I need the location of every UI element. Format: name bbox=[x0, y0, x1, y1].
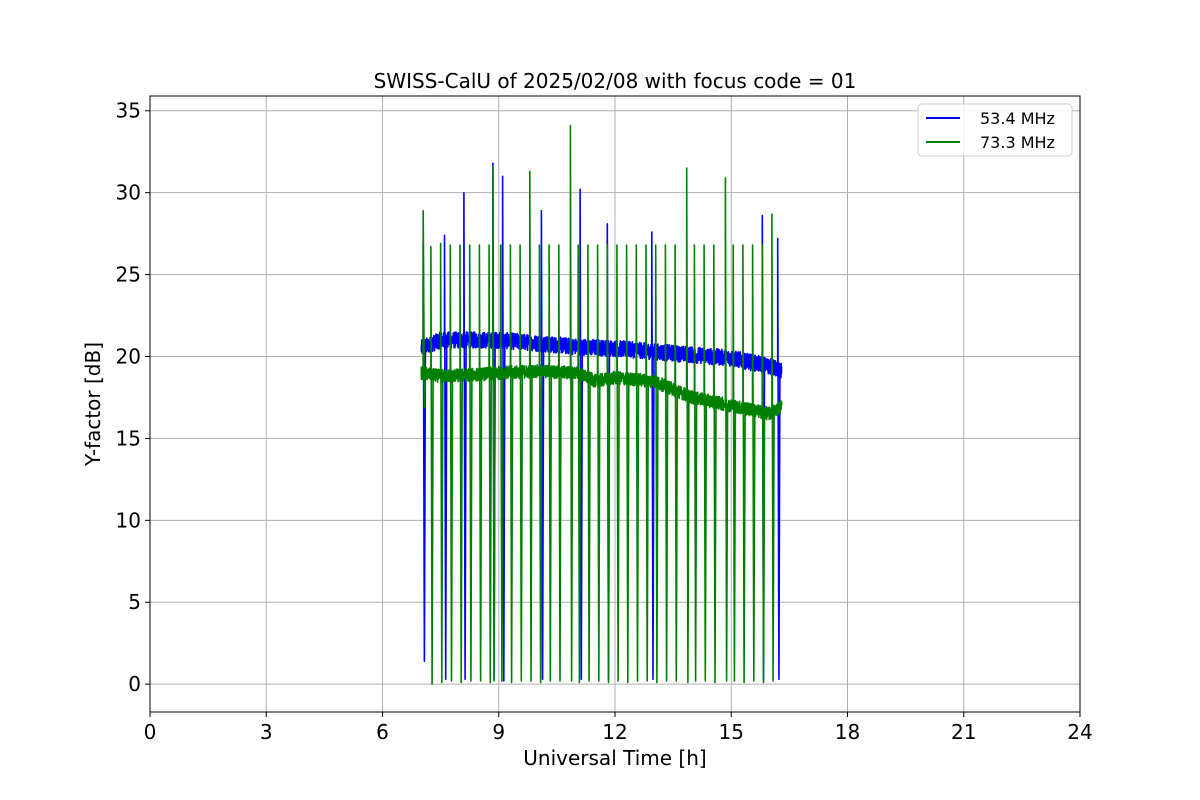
x-axis-label: Universal Time [h] bbox=[523, 746, 706, 770]
y-tick-label: 10 bbox=[116, 508, 141, 532]
x-tick-label: 0 bbox=[144, 720, 157, 744]
legend-label-53mhz: 53.4 MHz bbox=[980, 109, 1055, 128]
legend: 53.4 MHz 73.3 MHz bbox=[917, 103, 1073, 157]
plot-area bbox=[420, 124, 783, 685]
x-tick-label: 24 bbox=[1067, 720, 1092, 744]
y-tick-label: 30 bbox=[116, 181, 141, 205]
y-tick-label: 25 bbox=[116, 263, 141, 287]
x-tick-label: 9 bbox=[492, 720, 505, 744]
series-53-4-mhz bbox=[420, 162, 783, 682]
x-tick-label: 18 bbox=[835, 720, 860, 744]
x-tick-label: 3 bbox=[260, 720, 273, 744]
x-tick-label: 6 bbox=[376, 720, 389, 744]
y-tick-label: 35 bbox=[116, 99, 141, 123]
y-axis-label: Y-factor [dB] bbox=[81, 342, 105, 467]
series-73-3-mhz bbox=[420, 124, 783, 685]
x-tick-label: 15 bbox=[719, 720, 744, 744]
y-tick-label: 5 bbox=[128, 590, 141, 614]
series-line bbox=[420, 124, 783, 685]
series-line bbox=[420, 162, 783, 682]
y-tick-label: 0 bbox=[128, 672, 141, 696]
x-tick-label: 12 bbox=[602, 720, 627, 744]
legend-label-73mhz: 73.3 MHz bbox=[980, 133, 1055, 152]
x-tick-label: 21 bbox=[951, 720, 976, 744]
y-tick-label: 20 bbox=[116, 344, 141, 368]
chart-title: SWISS-CalU of 2025/02/08 with focus code… bbox=[374, 69, 857, 93]
ticks: 0 3 6 9 12 15 18 21 24 0 5 10 15 20 25 30 35 bbox=[116, 99, 1093, 744]
y-tick-label: 15 bbox=[116, 426, 141, 450]
